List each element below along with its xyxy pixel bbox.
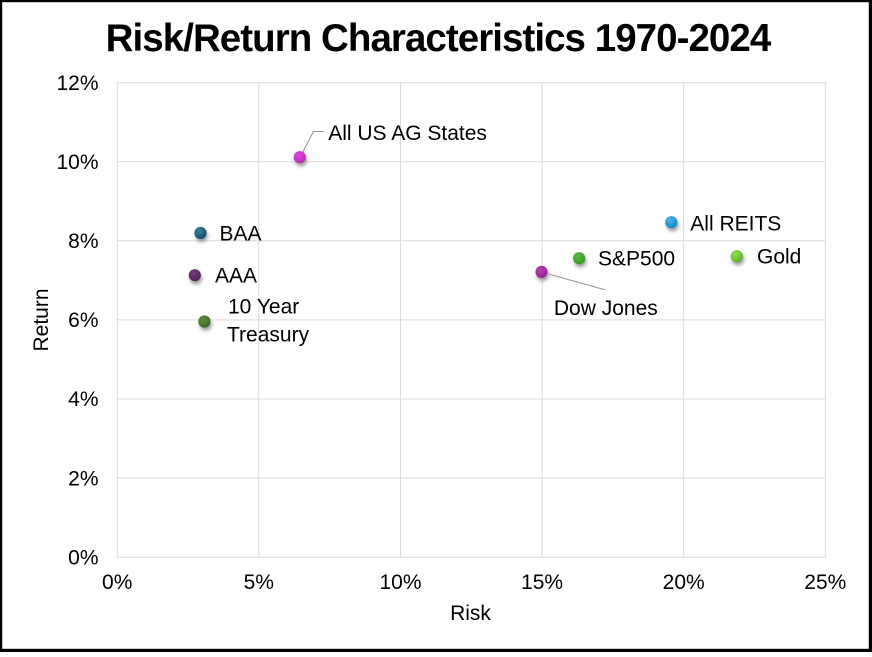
svg-text:8%: 8% (68, 230, 98, 253)
svg-text:All REITS: All REITS (690, 212, 781, 235)
svg-text:10%: 10% (56, 151, 98, 174)
svg-text:5%: 5% (244, 571, 274, 594)
svg-text:0%: 0% (102, 571, 132, 594)
svg-text:S&P500: S&P500 (598, 248, 675, 271)
svg-text:Gold: Gold (757, 245, 801, 268)
svg-text:0%: 0% (68, 546, 98, 569)
svg-text:10%: 10% (379, 571, 421, 594)
svg-text:2%: 2% (68, 467, 98, 490)
svg-text:12%: 12% (56, 72, 98, 95)
svg-text:Risk: Risk (450, 602, 491, 625)
svg-text:All US AG States: All US AG States (328, 122, 487, 145)
svg-text:Return: Return (30, 288, 53, 351)
svg-text:Risk/Return Characteristics 19: Risk/Return Characteristics 1970-2024 (106, 17, 772, 60)
svg-text:AAA: AAA (215, 264, 257, 287)
svg-text:Treasury: Treasury (227, 323, 310, 346)
svg-text:BAA: BAA (220, 222, 262, 245)
svg-text:20%: 20% (663, 571, 705, 594)
svg-text:6%: 6% (68, 309, 98, 332)
svg-text:15%: 15% (521, 571, 563, 594)
svg-text:25%: 25% (804, 571, 846, 594)
svg-text:Dow Jones: Dow Jones (554, 297, 658, 320)
svg-text:4%: 4% (68, 388, 98, 411)
svg-text:10 Year: 10 Year (228, 296, 299, 319)
